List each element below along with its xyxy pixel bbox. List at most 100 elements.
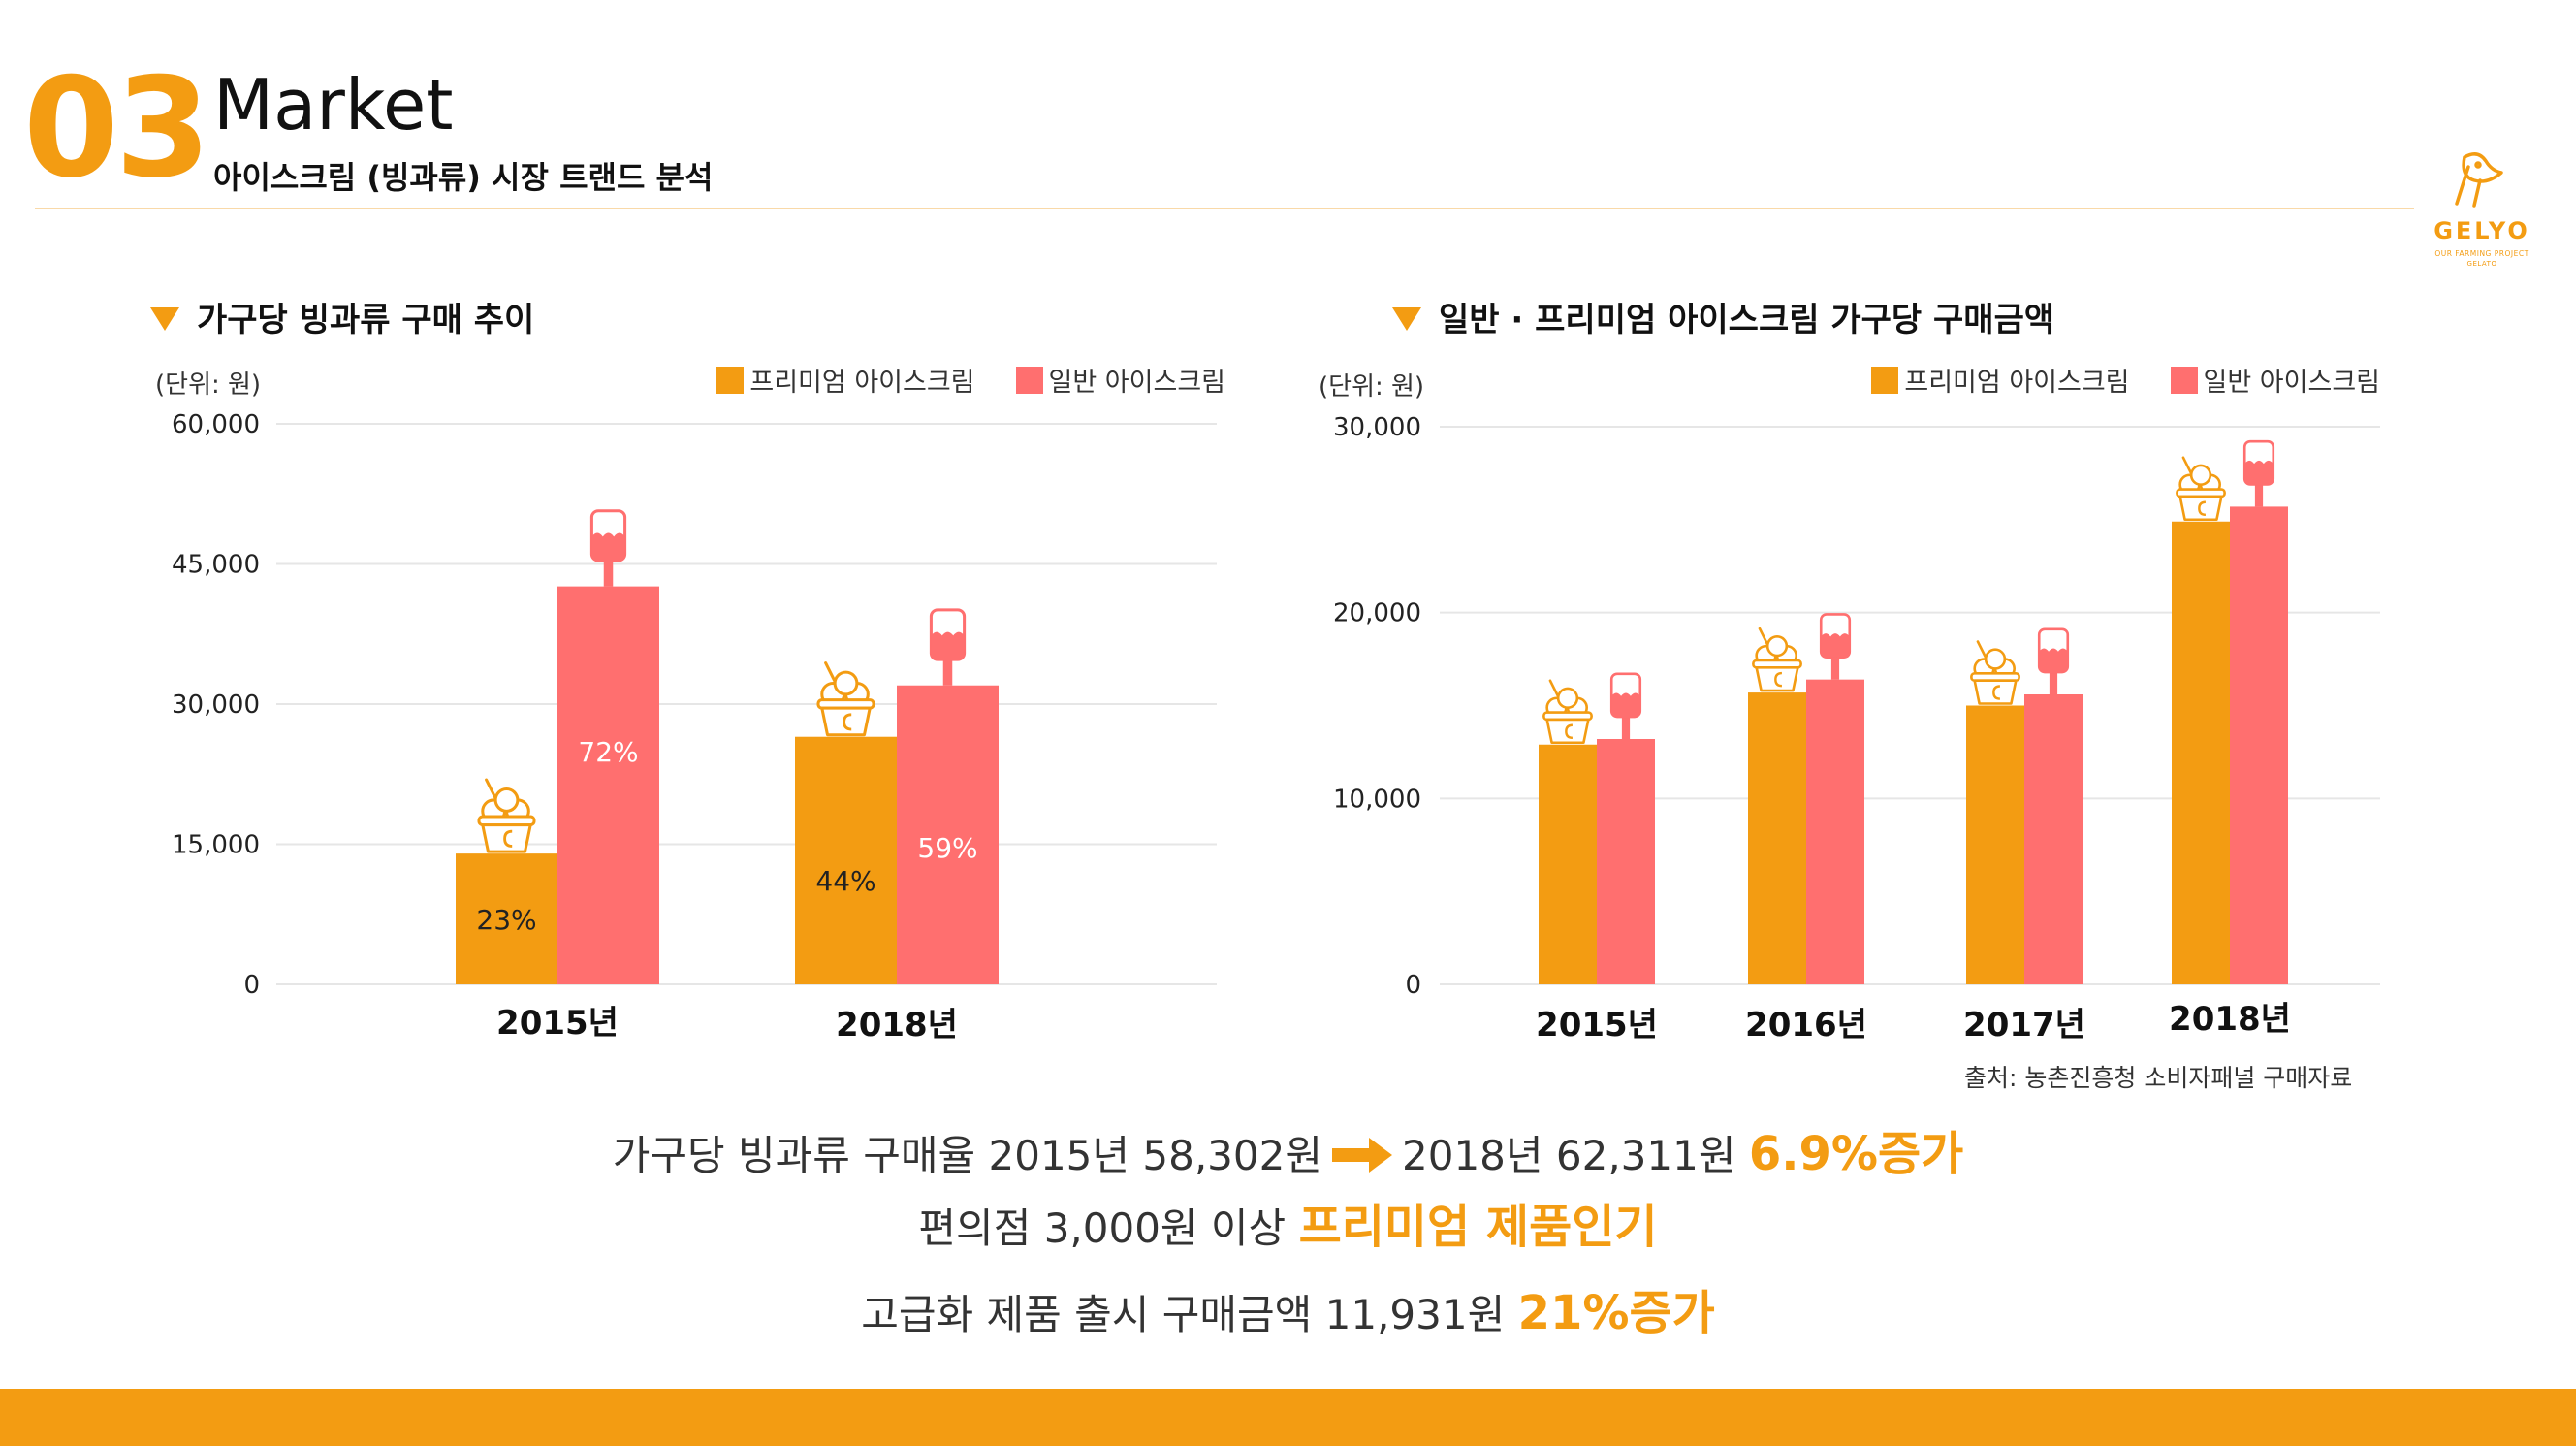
- ice-pop-icon: [589, 509, 627, 587]
- legend-item-regular: 일반 아이스크림: [1015, 361, 1225, 399]
- ice-pop-icon: [1609, 672, 1642, 739]
- ice-cream-cup-icon: [816, 661, 875, 737]
- section-number: 03: [23, 48, 211, 209]
- scoop: [1984, 648, 2007, 670]
- pop-stick: [603, 561, 614, 587]
- legend-swatch-regular: [1015, 366, 1043, 394]
- legend-item-premium: 프리미엄 아이스크림: [1871, 361, 2130, 399]
- legend-label-regular: 일반 아이스크림: [1048, 368, 1225, 398]
- bar-regular: [557, 586, 659, 984]
- pop-stick: [1830, 657, 1840, 680]
- ice-cream-cup-icon: [2176, 456, 2226, 522]
- bar-premium: [1966, 705, 2024, 984]
- summary-line-3-pre: 고급화 제품 출시 구매금액 11,931원: [861, 1291, 1506, 1338]
- x-category-label: 2018년: [2169, 1000, 2291, 1039]
- legend-swatch-premium: [1871, 366, 1899, 394]
- bar-data-label: 44%: [815, 865, 875, 897]
- bar-premium: [1539, 744, 1597, 984]
- summary-line-3: 고급화 제품 출시 구매금액 11,931원 21%증가: [0, 1274, 2576, 1342]
- cup-mark: [1565, 723, 1573, 740]
- y-tick-label: 20,000: [1333, 599, 1421, 628]
- chart1-unit-label: (단위: 원): [155, 370, 262, 400]
- cup-body: [1755, 665, 1799, 692]
- legend-label-premium: 프리미엄 아이스크림: [749, 368, 975, 398]
- summary-line-2-pre: 편의점 3,000원 이상: [918, 1205, 1287, 1252]
- ice-pop-icon: [1819, 613, 1852, 680]
- legend-item-premium: 프리미엄 아이스크림: [716, 361, 975, 399]
- summary-line-1-post: 2018년 62,311원: [1402, 1132, 1736, 1179]
- x-category-label: 2018년: [836, 1006, 958, 1044]
- x-category-label: 2015년: [496, 1004, 619, 1043]
- pop-fill: [2039, 648, 2068, 673]
- cup-mark: [843, 713, 852, 731]
- legend-label-premium: 프리미엄 아이스크림: [1904, 368, 2130, 398]
- cup-body: [1973, 679, 2018, 705]
- source-note: 출처: 농촌진흥청 소비자패널 구매자료: [1964, 1064, 2353, 1092]
- cup-body: [481, 823, 532, 853]
- pop-fill: [2244, 460, 2274, 485]
- chart2-title: 일반 · 프리미엄 아이스크림 가구당 구매금액: [1392, 293, 2054, 340]
- x-category-label: 2015년: [1536, 1006, 1658, 1044]
- scoop: [833, 670, 859, 696]
- bar-data-label: 23%: [476, 904, 536, 936]
- y-tick-label: 15,000: [172, 831, 260, 860]
- ice-pop-icon: [929, 608, 967, 686]
- triangle-down-icon: [150, 306, 179, 331]
- y-tick-label: 0: [243, 971, 260, 1000]
- scoop: [493, 787, 520, 813]
- section-subtitle: 아이스크림 (빙과류) 시장 트랜드 분석: [213, 159, 714, 196]
- cup-body: [2178, 495, 2223, 522]
- summary-line-3-highlight: 21%증가: [1517, 1286, 1715, 1340]
- chart2-unit-label: (단위: 원): [1319, 372, 1425, 402]
- y-tick-label: 60,000: [172, 410, 260, 439]
- summary-line-1: 가구당 빙과류 구매율 2015년 58,302원 2018년 62,311원 6…: [0, 1115, 2576, 1183]
- ice-cream-cup-icon: [1542, 679, 1593, 745]
- ice-cream-cup-icon: [1752, 627, 1802, 692]
- chart1-legend: 프리미엄 아이스크림 일반 아이스크림: [716, 361, 1225, 399]
- bar-data-label: 59%: [917, 832, 977, 864]
- pop-stick: [2049, 672, 2058, 694]
- summary-line-2: 편의점 3,000원 이상 프리미엄 제품인기: [0, 1188, 2576, 1256]
- y-tick-label: 0: [1405, 971, 1421, 1000]
- scoop: [2189, 464, 2212, 486]
- x-category-label: 2016년: [1745, 1006, 1867, 1044]
- arrow-right-icon: [1332, 1137, 1392, 1173]
- logo-tagline-1: OUR FARMING PROJECT: [2434, 249, 2528, 258]
- legend-swatch-premium: [716, 366, 745, 394]
- pop-fill: [1821, 633, 1850, 658]
- pop-stick: [942, 659, 953, 686]
- chart1-title-text: 가구당 빙과류 구매 추이: [197, 301, 535, 339]
- cup-body: [820, 706, 872, 737]
- bar-regular: [897, 685, 999, 984]
- y-tick-label: 30,000: [1333, 413, 1421, 442]
- chart2-title-text: 일반 · 프리미엄 아이스크림 가구당 구매금액: [1439, 301, 2055, 339]
- pop-fill: [931, 631, 965, 660]
- logo-text: GELYO: [2433, 217, 2530, 244]
- pop-fill: [591, 532, 625, 562]
- bar-premium: [795, 736, 897, 984]
- cup-mark: [2198, 500, 2206, 517]
- y-tick-label: 10,000: [1333, 785, 1421, 814]
- footer-bar: [0, 1389, 2576, 1446]
- bar-regular: [1806, 679, 1864, 984]
- chart1-title: 가구당 빙과류 구매 추이: [150, 293, 534, 340]
- y-tick-label: 45,000: [172, 551, 260, 580]
- pop-fill: [1611, 692, 1640, 718]
- cup-body: [1545, 718, 1590, 745]
- bar-premium: [456, 853, 557, 984]
- gelyo-logo-icon: GELYO OUR FARMING PROJECT GELATO: [2433, 152, 2530, 268]
- bar-regular: [1597, 739, 1655, 984]
- y-tick-label: 30,000: [172, 691, 260, 720]
- scoop: [1556, 687, 1579, 709]
- bar-regular: [2024, 694, 2083, 984]
- bar-premium: [2172, 521, 2230, 984]
- logo-tagline-2: GELATO: [2467, 260, 2497, 268]
- summary-line-1-pre: 가구당 빙과류 구매율 2015년 58,302원: [612, 1132, 1322, 1179]
- scoop: [1765, 635, 1789, 658]
- x-category-label: 2017년: [1963, 1006, 2085, 1044]
- bar-premium: [1748, 692, 1806, 984]
- section-title: Market: [213, 64, 454, 145]
- legend-swatch-regular: [2170, 366, 2198, 394]
- pop-stick: [2254, 484, 2264, 507]
